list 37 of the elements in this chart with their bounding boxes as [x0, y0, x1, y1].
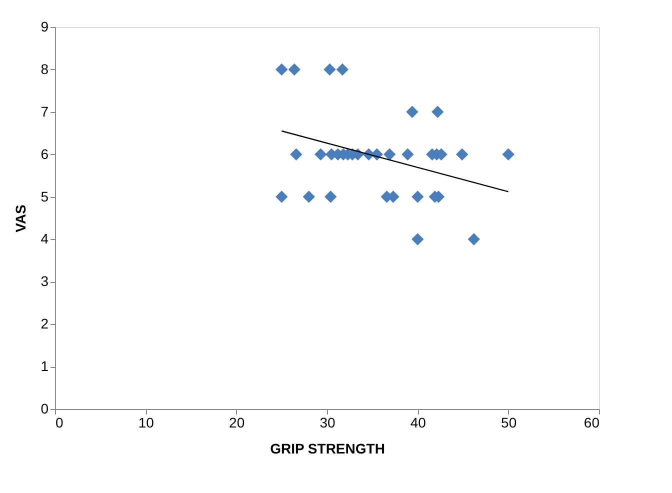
point [412, 190, 424, 203]
y-tick-label: 1 [40, 358, 49, 374]
point [324, 63, 336, 76]
x-axis-title: GRIP STRENGTH [270, 440, 385, 456]
y-tick-label: 3 [40, 273, 49, 290]
point [314, 148, 327, 160]
point [288, 63, 300, 76]
point [406, 106, 418, 118]
y-axis-title: VAS [12, 204, 29, 232]
x-tick-label: 30 [320, 414, 336, 430]
x-tick-label: 10 [138, 414, 154, 430]
x-tick-label: 50 [501, 414, 517, 430]
y-tick-label: 2 [40, 316, 49, 332]
point [412, 233, 424, 246]
point [502, 148, 514, 160]
point [324, 190, 337, 203]
y-tick-label: 4 [40, 230, 49, 247]
point [468, 233, 480, 246]
point [456, 148, 468, 160]
x-tick-label: 60 [584, 414, 600, 430]
y-tick-label: 7 [40, 103, 49, 120]
point [302, 190, 315, 203]
x-tick-label: 0 [56, 414, 64, 430]
point [290, 148, 302, 160]
point [276, 63, 288, 76]
y-tick-label: 9 [40, 18, 49, 34]
x-tick-label: 40 [410, 414, 426, 430]
point [383, 148, 396, 160]
point [402, 148, 414, 160]
point [336, 63, 349, 76]
point [276, 190, 288, 203]
y-tick-label: 8 [40, 60, 49, 77]
x-tick-label: 20 [229, 414, 245, 430]
point [431, 106, 444, 118]
y-tick-label: 0 [40, 400, 49, 416]
y-tick-label: 5 [40, 188, 49, 204]
y-tick-label: 6 [40, 146, 49, 162]
